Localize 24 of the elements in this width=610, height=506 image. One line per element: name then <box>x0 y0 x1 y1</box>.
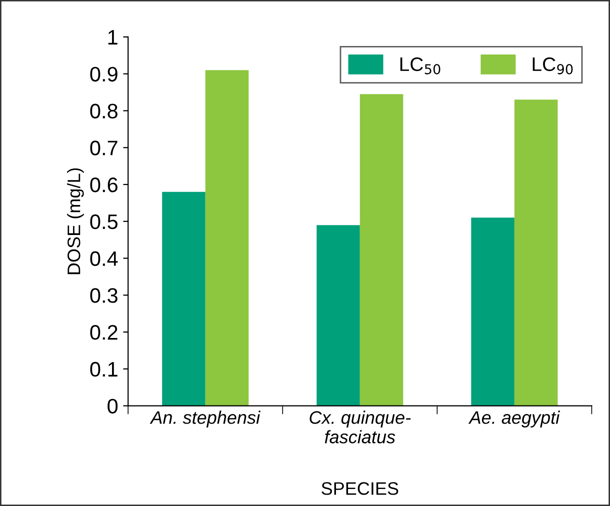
y-tick-label: 1 <box>108 30 118 44</box>
legend-label: LC$_{90}$ <box>532 57 573 74</box>
bar <box>162 192 206 406</box>
y-tick-label: 0 <box>108 398 118 414</box>
y-tick-label: 0.7 <box>90 140 118 156</box>
x-tick-label: An. stephensi <box>150 410 260 428</box>
bar <box>514 100 558 406</box>
bar <box>205 70 249 406</box>
y-tick-label: 0.2 <box>90 325 118 340</box>
x-tick-label: Ae. aegypti <box>468 410 560 428</box>
x-axis-title: SPECIES <box>322 482 398 495</box>
legend-label: LC$_{50}$ <box>400 57 440 74</box>
y-tick-label: 0.6 <box>90 177 118 192</box>
y-tick-label: 0.1 <box>90 362 118 377</box>
y-axis-title: DOSE (mg/L) <box>67 168 84 274</box>
bar <box>360 94 404 406</box>
y-tick-label: 0.4 <box>90 251 118 266</box>
y-tick-label: 0.8 <box>90 104 118 118</box>
y-tick-label: 0.3 <box>90 288 118 303</box>
y-tick-label: 0.5 <box>90 214 118 230</box>
x-tick-label: Cx. quinque- fasciatus <box>310 410 411 444</box>
bar <box>316 225 360 406</box>
bar <box>471 218 514 406</box>
y-tick-label: 0.9 <box>90 66 118 82</box>
